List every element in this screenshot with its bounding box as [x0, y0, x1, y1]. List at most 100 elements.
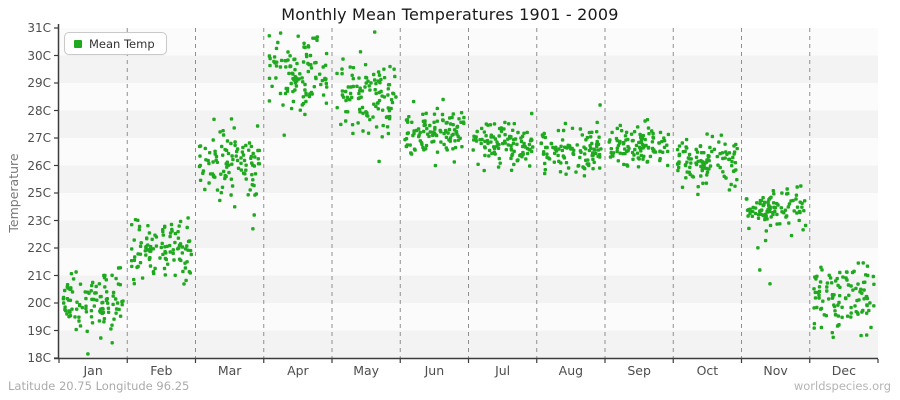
data-point: [421, 119, 426, 123]
data-point: [731, 155, 735, 160]
data-point: [499, 126, 503, 130]
data-point: [183, 261, 187, 265]
data-point: [833, 313, 838, 317]
data-point: [110, 323, 114, 327]
data-point: [152, 271, 156, 276]
data-point: [90, 297, 94, 301]
data-point: [99, 307, 103, 311]
data-point: [114, 307, 119, 311]
data-point: [634, 143, 639, 148]
data-point: [112, 317, 116, 321]
data-point: [530, 111, 534, 116]
data-point: [610, 130, 614, 135]
data-point: [236, 166, 241, 170]
data-point: [817, 296, 821, 300]
data-point: [164, 257, 168, 262]
data-point: [130, 264, 134, 269]
data-point: [590, 153, 594, 158]
data-point: [386, 93, 390, 97]
data-point: [247, 141, 252, 145]
data-point: [840, 315, 844, 319]
data-point: [267, 76, 272, 80]
data-point: [348, 65, 352, 69]
data-point: [295, 79, 299, 83]
y-tick-label: 27C: [27, 131, 51, 145]
data-point: [853, 304, 857, 308]
legend-box[interactable]: Mean Temp: [64, 32, 167, 55]
data-point: [411, 99, 416, 104]
data-point: [74, 270, 78, 274]
data-point: [405, 143, 410, 147]
data-point: [102, 273, 106, 278]
data-point: [286, 50, 290, 54]
data-point: [114, 276, 118, 281]
data-point: [244, 168, 248, 172]
data-point: [230, 162, 234, 166]
data-point: [102, 317, 107, 321]
data-point: [834, 279, 838, 283]
y-tick-label: 31C: [27, 21, 51, 35]
data-point: [519, 139, 524, 144]
data-point: [759, 198, 764, 203]
data-point: [552, 160, 556, 164]
data-point: [78, 282, 83, 286]
data-point: [701, 181, 705, 185]
data-point: [794, 197, 798, 201]
data-point: [756, 213, 761, 217]
data-point: [812, 322, 817, 326]
data-point: [177, 224, 181, 228]
data-point: [493, 152, 497, 156]
data-point: [77, 303, 82, 308]
data-point: [168, 234, 172, 239]
data-point: [386, 106, 390, 110]
data-point: [321, 93, 326, 97]
data-point: [816, 290, 820, 295]
data-point: [564, 172, 568, 176]
data-point: [270, 84, 274, 88]
data-point: [407, 115, 411, 119]
data-point: [373, 88, 377, 92]
data-point: [568, 145, 572, 149]
data-point: [363, 85, 367, 89]
data-point: [723, 156, 727, 160]
data-point: [114, 297, 118, 301]
data-point: [301, 60, 306, 64]
data-point: [515, 158, 519, 163]
data-point: [408, 143, 412, 147]
plot-band: [59, 275, 878, 303]
data-point: [229, 193, 233, 197]
data-point: [812, 326, 816, 330]
data-point: [759, 208, 764, 212]
data-point: [645, 160, 649, 164]
data-point: [325, 85, 329, 89]
data-point: [161, 233, 165, 237]
data-point: [104, 297, 109, 301]
data-point: [340, 72, 344, 76]
data-point: [151, 247, 155, 251]
data-point: [147, 257, 152, 261]
data-point: [632, 130, 637, 134]
data-point: [178, 242, 183, 246]
plot-band: [59, 220, 878, 248]
data-point: [479, 141, 483, 146]
data-point: [86, 352, 90, 356]
data-point: [543, 168, 547, 172]
data-point: [110, 341, 114, 345]
data-point: [695, 150, 700, 154]
data-point: [454, 130, 459, 134]
data-point: [815, 274, 819, 278]
data-point: [304, 99, 308, 104]
data-point: [288, 54, 292, 58]
data-point: [747, 226, 751, 231]
data-point: [92, 304, 96, 308]
data-point: [642, 144, 646, 148]
data-point: [350, 123, 355, 127]
data-point: [372, 72, 376, 77]
data-point: [748, 211, 752, 216]
data-point: [229, 141, 233, 146]
data-point: [450, 115, 454, 120]
data-point: [761, 203, 765, 208]
data-point: [615, 126, 619, 131]
data-point: [427, 134, 431, 139]
data-point: [251, 151, 255, 156]
